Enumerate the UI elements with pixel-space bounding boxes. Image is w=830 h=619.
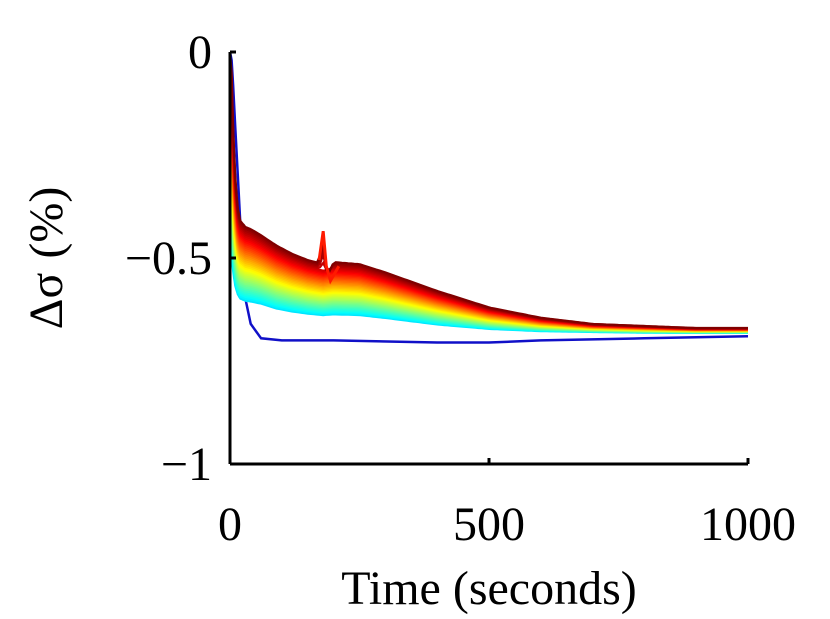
y-tick-label-0: 0 bbox=[188, 26, 212, 79]
x-tick-label-0: 0 bbox=[218, 498, 242, 551]
series-line-40 bbox=[228, 51, 748, 330]
x-axis-title: Time (seconds) bbox=[341, 562, 637, 615]
x-tick-label-1: 500 bbox=[453, 498, 525, 551]
series-line-blue bbox=[228, 51, 749, 344]
series-curves bbox=[228, 51, 749, 344]
ticks: 0 500 1000 0 −0.5 −1 bbox=[125, 26, 796, 551]
y-axis-symbol: Δσ bbox=[20, 272, 73, 329]
y-tick-label-2: −1 bbox=[161, 438, 212, 491]
y-tick-label-1: −0.5 bbox=[125, 232, 212, 285]
spike-marker bbox=[317, 230, 341, 285]
x-tick-label-2: 1000 bbox=[700, 498, 796, 551]
y-axis-unit: (%) bbox=[20, 187, 73, 259]
y-axis-title: Δσ (%) bbox=[20, 187, 73, 330]
